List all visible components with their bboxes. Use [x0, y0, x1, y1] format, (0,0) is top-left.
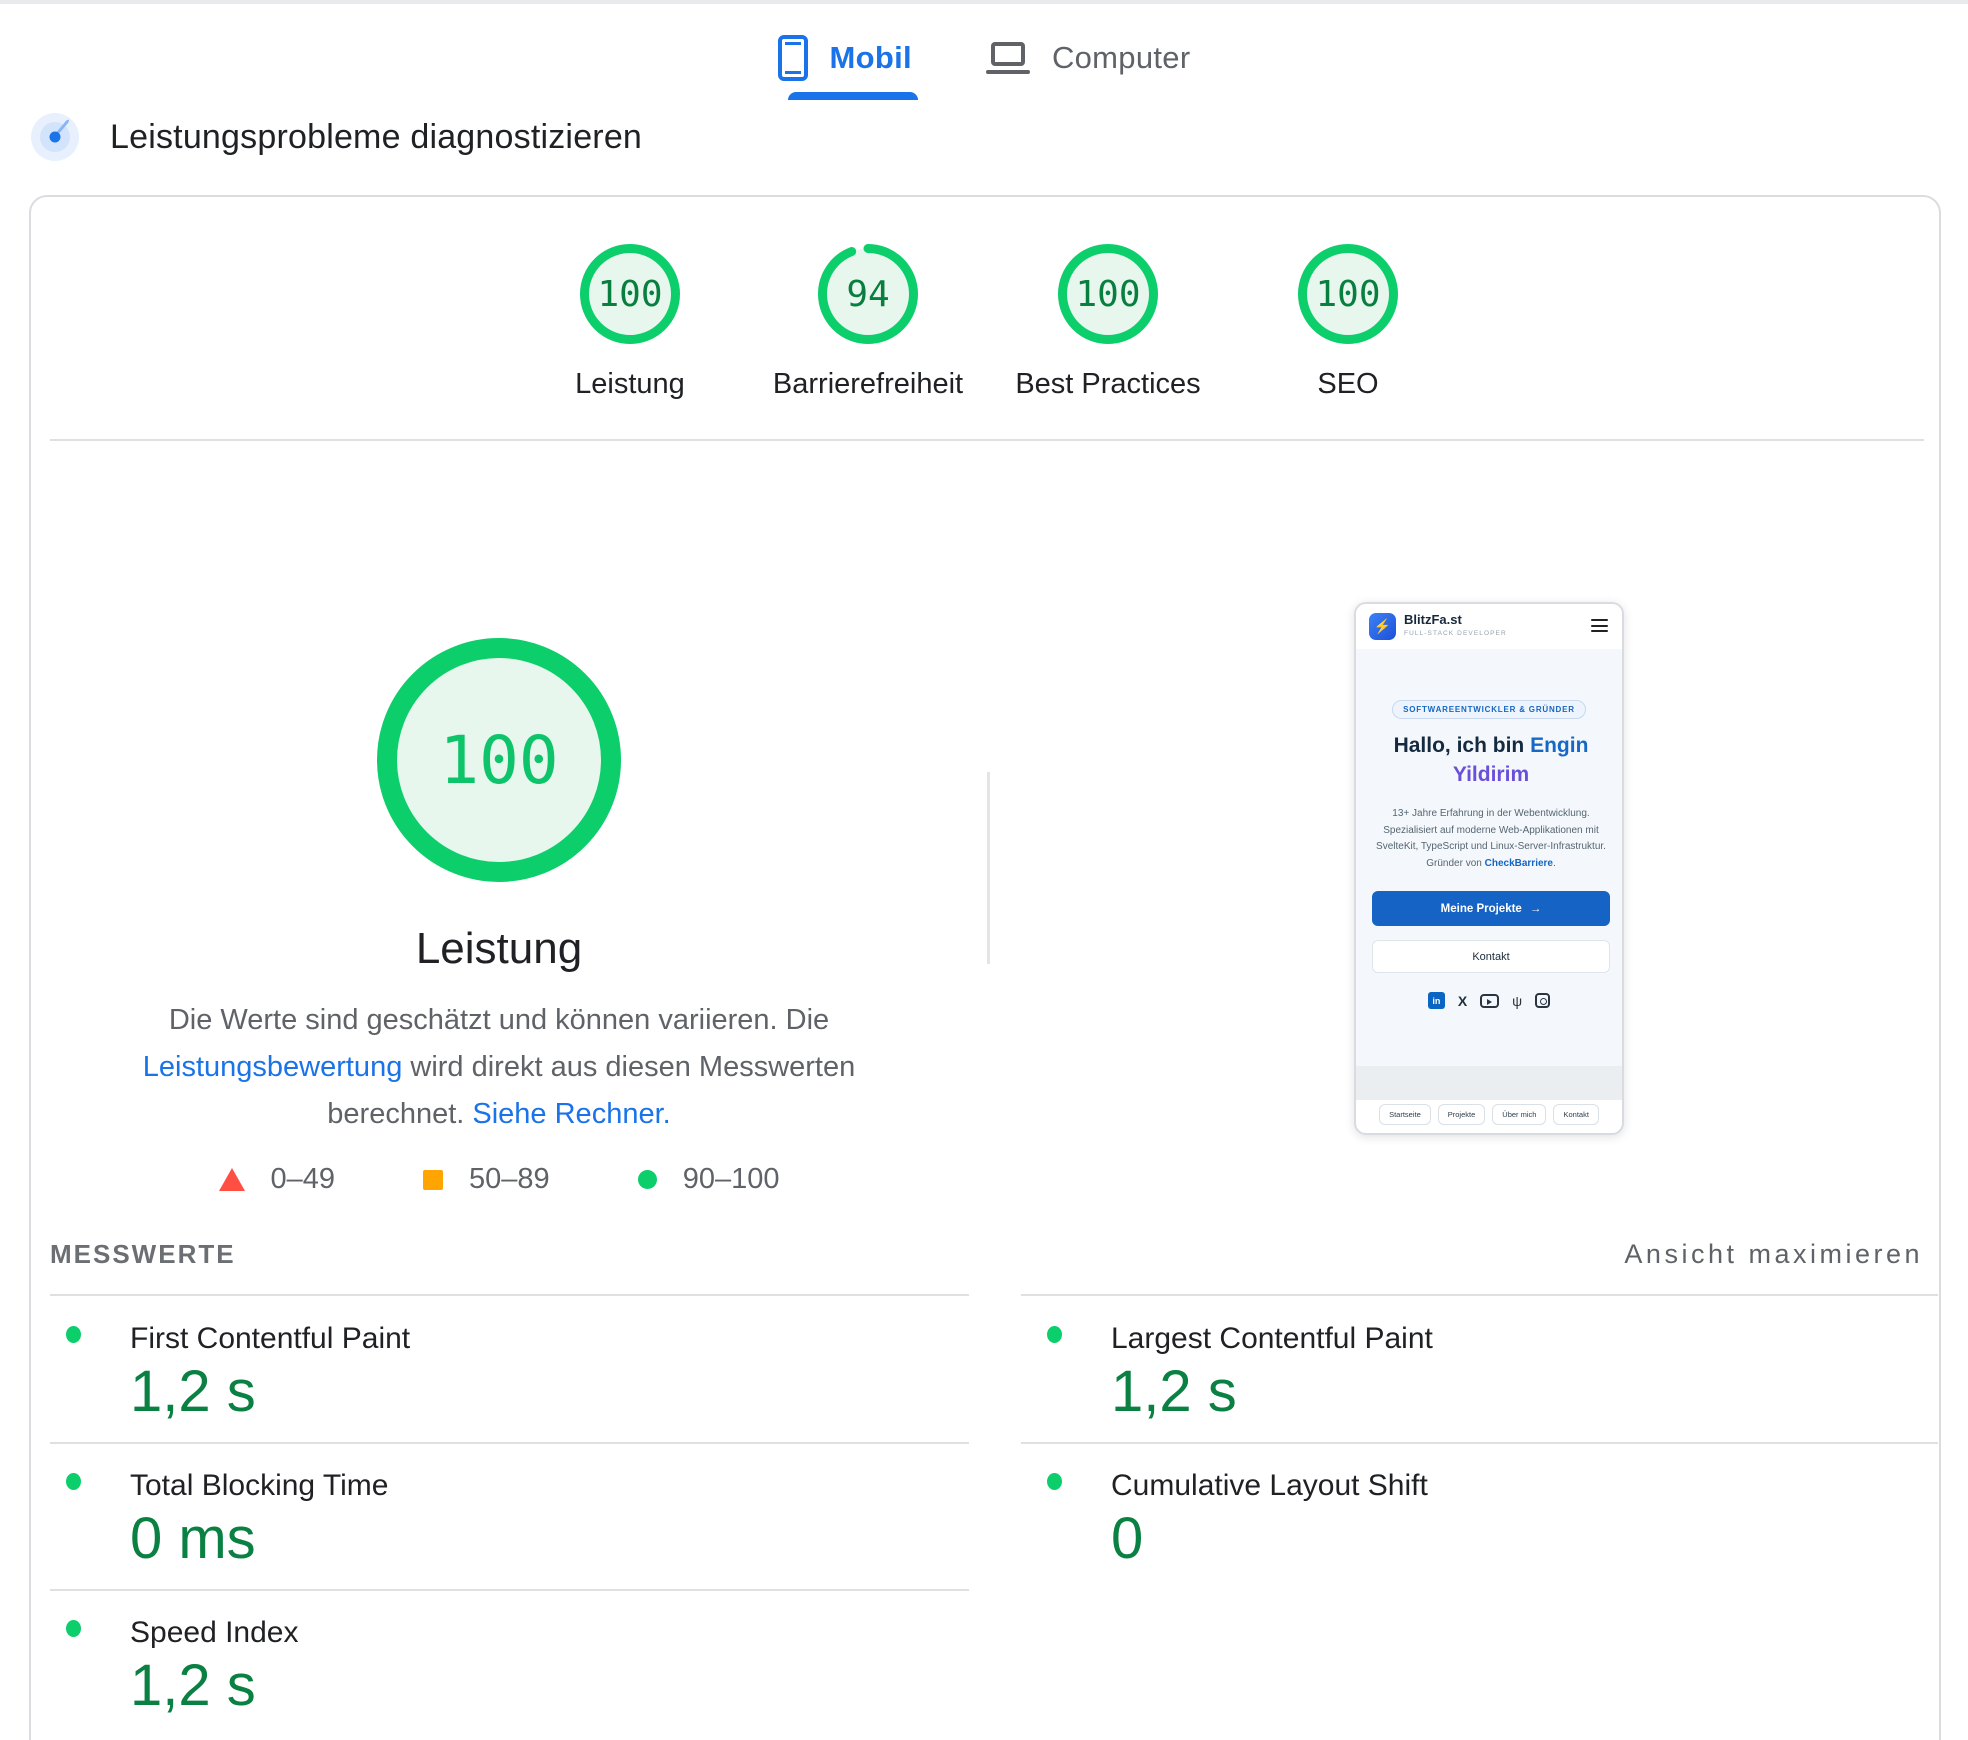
page-title: Leistungsprobleme diagnostizieren — [110, 117, 643, 156]
metrics-divider-left-top — [50, 1294, 969, 1296]
preview-intro-text: 13+ Jahre Erfahrung in der Webentwicklun… — [1376, 808, 1606, 869]
preview-nav-projekte: Projekte — [1437, 1104, 1486, 1125]
score-performance[interactable]: 100 Leistung — [480, 244, 780, 401]
preview-role-badge: SOFTWAREENTWICKLER & GRÜNDER — [1356, 699, 1622, 719]
see-calculator-link[interactable]: Siehe Rechner. — [472, 1098, 671, 1130]
device-tabs: Mobil Computer — [0, 28, 1968, 104]
metrics-divider-right-2 — [1021, 1442, 1938, 1444]
expand-view-link[interactable]: Ansicht maximieren — [1624, 1239, 1923, 1269]
pass-dot-icon — [66, 1473, 81, 1490]
messwerte-heading: MESSWERTE — [50, 1239, 236, 1269]
arrow-right-icon: → — [1529, 902, 1542, 915]
score-legend: 0–49 50–89 90–100 — [139, 1163, 859, 1196]
preview-headline: Hallo, ich bin Engin Yildirim — [1393, 734, 1589, 786]
preview-contact-button: Kontakt — [1372, 940, 1610, 973]
github-icon: ψ — [1512, 992, 1523, 1009]
desc-text-1: Die Werte sind geschätzt und können vari… — [168, 1004, 830, 1036]
performance-label: Leistung — [575, 368, 685, 400]
legend-average-range: 50–89 — [469, 1163, 550, 1195]
preview-brand: BlitzFa.st — [1404, 612, 1462, 627]
tab-mobile[interactable]: Mobil — [777, 28, 912, 88]
metric-total-blocking-time: Total Blocking Time 0 ms — [50, 1469, 969, 1589]
preview-nav-kontakt: Kontakt — [1553, 1104, 1599, 1125]
smartphone-icon — [777, 35, 808, 81]
performance-scoring-link[interactable]: Leistungsbewertung — [142, 1051, 403, 1083]
active-tab-underline — [788, 92, 918, 100]
top-divider — [0, 0, 1968, 4]
column-divider — [987, 772, 990, 964]
preview-brand-subtitle: FULL-STACK DEVELOPER — [1404, 630, 1507, 637]
metric-cumulative-layout-shift: Cumulative Layout Shift 0 — [1021, 1469, 1938, 1589]
legend-average: 50–89 — [423, 1163, 550, 1196]
metrics-divider-left-2 — [50, 1442, 969, 1444]
linkedin-icon: in — [1427, 992, 1445, 1009]
seo-label: SEO — [1317, 368, 1379, 400]
best-practices-gauge: 100 — [1058, 244, 1158, 344]
preview-menu-icon — [1591, 619, 1608, 636]
page-header: Leistungsprobleme diagnostizieren — [30, 112, 642, 162]
performance-big-gauge: 100 — [377, 638, 621, 882]
metrics-divider-right-top — [1021, 1294, 1938, 1296]
desc-text-2: wird direkt aus diesen Messwerten berech… — [327, 1051, 856, 1130]
score-seo[interactable]: 100 SEO — [1198, 244, 1498, 401]
scores-divider — [50, 439, 1924, 441]
preview-logo-icon: ⚡ — [1369, 613, 1396, 640]
preview-nav-startseite: Startseite — [1379, 1104, 1431, 1125]
preview-nav-uebermich: Über mich — [1492, 1104, 1547, 1125]
preview-projects-button: Meine Projekte → — [1372, 891, 1610, 926]
pass-dot-icon — [66, 1620, 81, 1637]
accessibility-gauge: 94 — [818, 244, 918, 344]
score-best-practices[interactable]: 100 Best Practices — [958, 244, 1258, 401]
performance-gauge: 100 — [580, 244, 680, 344]
green-circle-icon — [637, 1170, 657, 1189]
tab-desktop[interactable]: Computer — [985, 28, 1191, 88]
gauge-description: Die Werte sind geschätzt und können vari… — [139, 997, 859, 1138]
preview-bottom-nav: Startseite Projekte Über mich Kontakt — [1356, 1104, 1622, 1125]
red-triangle-icon — [218, 1168, 245, 1191]
tab-desktop-label: Computer — [1051, 40, 1191, 75]
x-twitter-icon: X — [1457, 992, 1468, 1009]
laptop-icon — [985, 40, 1030, 76]
pass-dot-icon — [66, 1326, 81, 1343]
pagespeed-gauge-icon — [31, 113, 79, 161]
best-practices-label: Best Practices — [1015, 368, 1201, 400]
big-gauge-value: 100 — [439, 721, 559, 799]
gauge-section-title: Leistung — [415, 924, 583, 973]
instagram-icon — [1535, 993, 1551, 1008]
accessibility-label: Barrierefreiheit — [772, 368, 964, 400]
pass-dot-icon — [1047, 1326, 1062, 1343]
report-card: 100 Leistung 94 Barrierefreiheit 100 Bes — [29, 195, 1941, 1740]
orange-square-icon — [423, 1169, 444, 1190]
pass-dot-icon — [1047, 1473, 1062, 1490]
tab-mobile-label: Mobil — [829, 40, 912, 75]
metrics-divider-left-3 — [50, 1589, 969, 1591]
metric-speed-index: Speed Index 1,2 s — [50, 1616, 969, 1736]
preview-social-row: in X ψ — [1356, 992, 1622, 1009]
preview-footer-band — [1356, 1066, 1622, 1100]
final-screenshot-preview[interactable]: ⚡ BlitzFa.st FULL-STACK DEVELOPER SOFTWA… — [1354, 602, 1624, 1135]
seo-gauge: 100 — [1298, 244, 1398, 344]
legend-pass-range: 90–100 — [682, 1163, 780, 1195]
metric-largest-contentful-paint: Largest Contentful Paint 1,2 s — [1021, 1322, 1938, 1442]
legend-pass: 90–100 — [637, 1163, 780, 1196]
preview-site-header — [1356, 604, 1622, 649]
legend-fail: 0–49 — [218, 1163, 336, 1196]
youtube-icon — [1480, 993, 1500, 1008]
metric-first-contentful-paint: First Contentful Paint 1,2 s — [50, 1322, 969, 1442]
score-accessibility[interactable]: 94 Barrierefreiheit — [718, 244, 1018, 401]
legend-fail-range: 0–49 — [270, 1163, 336, 1195]
